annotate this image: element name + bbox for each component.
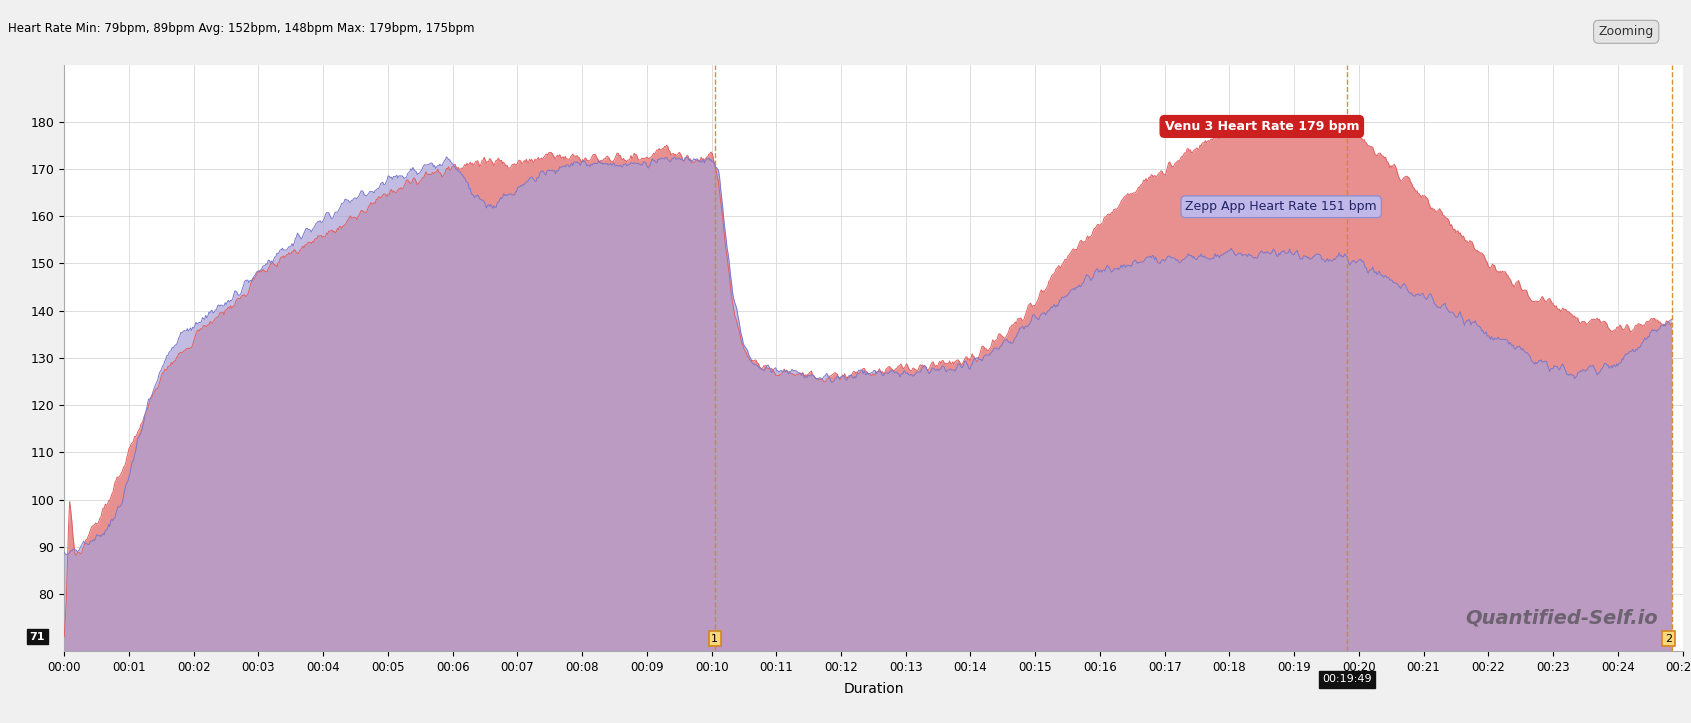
Text: Heart Rate Min: 79bpm, 89bpm Avg: 152bpm, 148bpm Max: 179bpm, 175bpm: Heart Rate Min: 79bpm, 89bpm Avg: 152bpm… <box>8 22 475 35</box>
X-axis label: Duration: Duration <box>844 683 903 696</box>
Text: 71: 71 <box>29 631 46 641</box>
Text: 1: 1 <box>712 633 719 643</box>
Text: 00:19:49: 00:19:49 <box>1322 675 1371 684</box>
Text: Venu 3 Heart Rate 179 bpm: Venu 3 Heart Rate 179 bpm <box>1165 120 1360 133</box>
Text: 2: 2 <box>1666 633 1672 643</box>
Text: Quantified-Self.io: Quantified-Self.io <box>1466 608 1659 628</box>
Text: Zooming: Zooming <box>1598 25 1654 38</box>
Text: Zepp App Heart Rate 151 bpm: Zepp App Heart Rate 151 bpm <box>1185 200 1376 213</box>
